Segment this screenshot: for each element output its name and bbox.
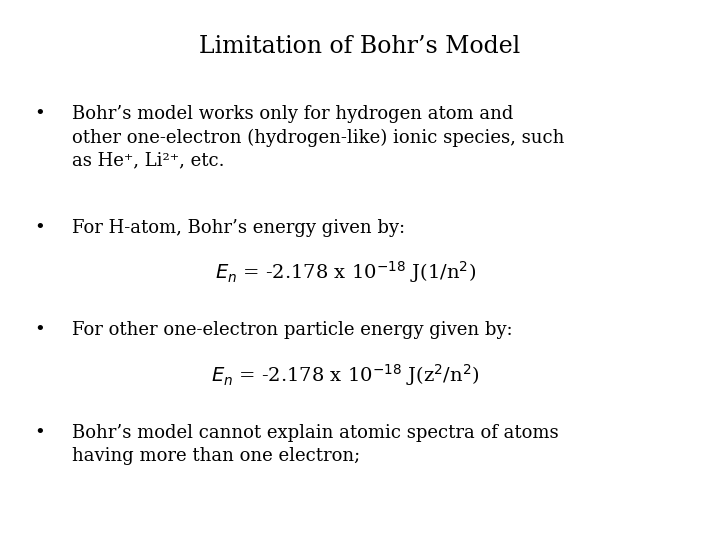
Text: $\mathit{E}_n$ = -2.178 x 10$^{-18}$ J(1/n$^2$): $\mathit{E}_n$ = -2.178 x 10$^{-18}$ J(1… — [215, 259, 476, 285]
Text: $\mathit{E}_n$ = -2.178 x 10$^{-18}$ J(z$^2$/n$^2$): $\mathit{E}_n$ = -2.178 x 10$^{-18}$ J(z… — [212, 362, 480, 388]
Text: For other one-electron particle energy given by:: For other one-electron particle energy g… — [72, 321, 513, 339]
Text: Bohr’s model cannot explain atomic spectra of atoms
having more than one electro: Bohr’s model cannot explain atomic spect… — [72, 424, 559, 465]
Text: For H-atom, Bohr’s energy given by:: For H-atom, Bohr’s energy given by: — [72, 219, 405, 237]
Text: Limitation of Bohr’s Model: Limitation of Bohr’s Model — [199, 35, 521, 58]
Text: •: • — [35, 105, 45, 123]
Text: •: • — [35, 424, 45, 442]
Text: •: • — [35, 219, 45, 237]
Text: •: • — [35, 321, 45, 339]
Text: Bohr’s model works only for hydrogen atom and
other one-electron (hydrogen-like): Bohr’s model works only for hydrogen ato… — [72, 105, 564, 170]
